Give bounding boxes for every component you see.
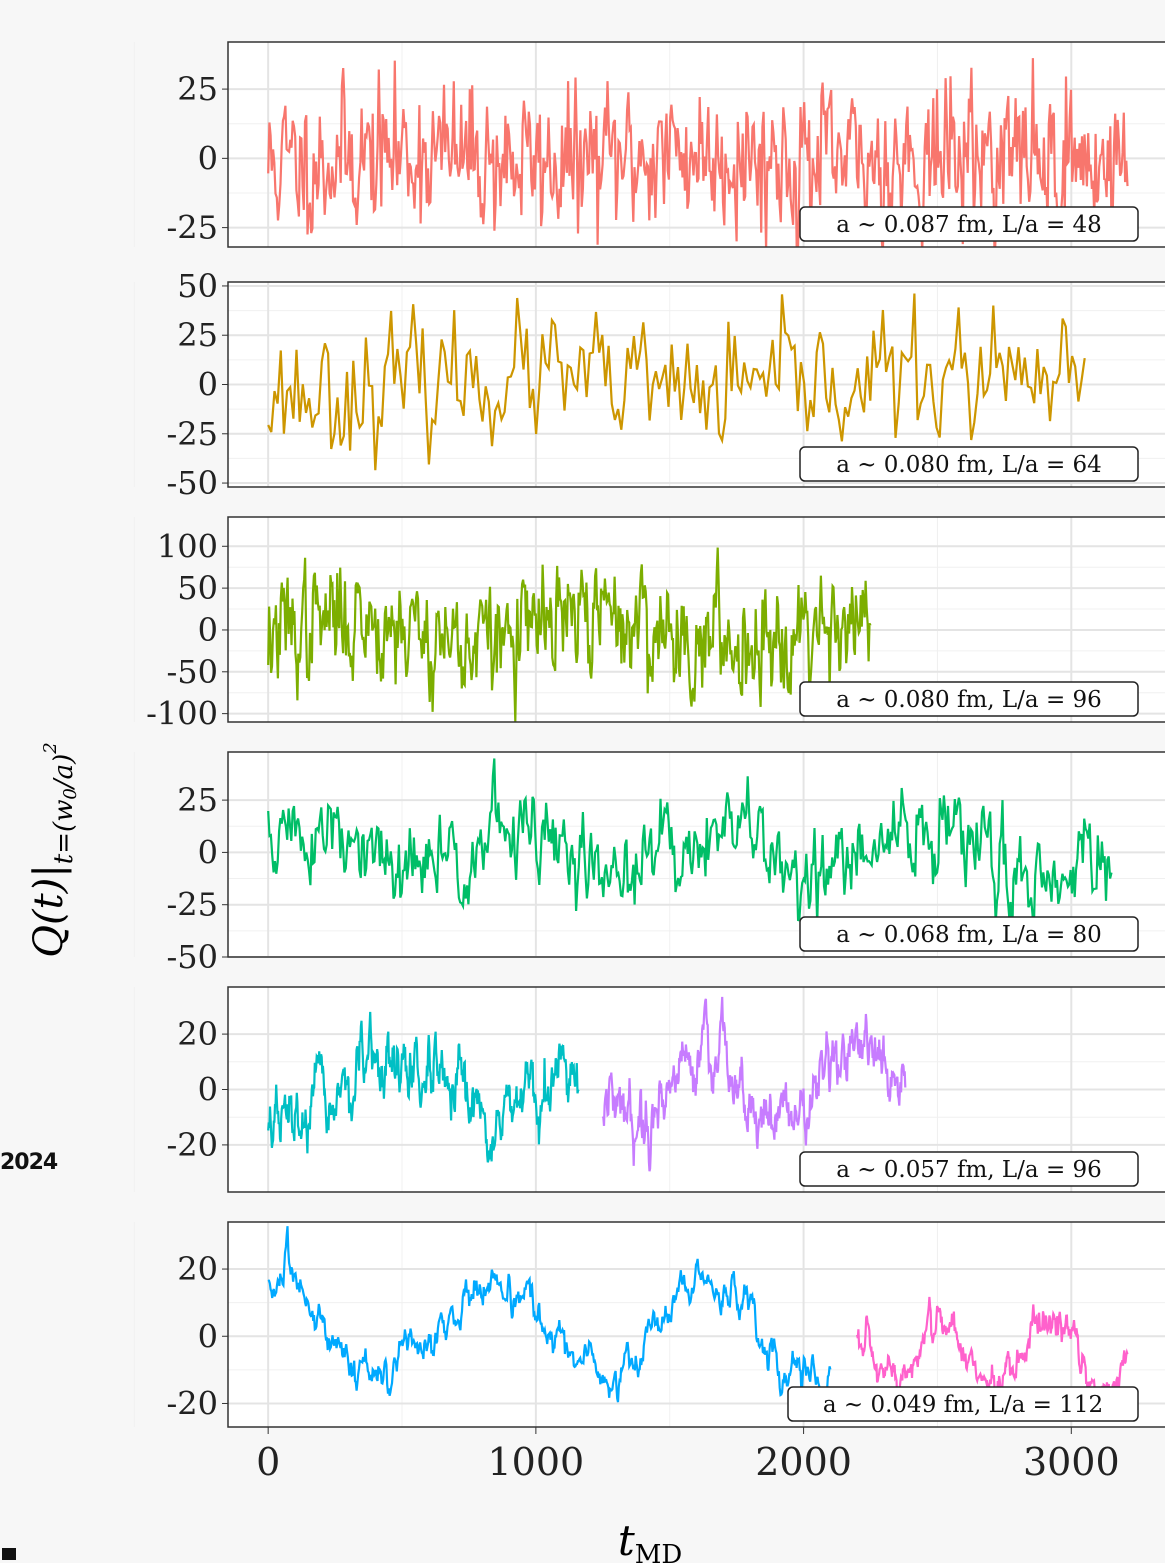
series-line-2 <box>601 996 907 1172</box>
series-line-1 <box>267 547 872 722</box>
x-tick-label: 3000 <box>1023 1440 1120 1484</box>
y-tick-label: 25 <box>177 781 218 819</box>
y-tick-label: -25 <box>166 209 218 247</box>
panel-frame <box>227 751 1165 958</box>
series-line-1 <box>267 293 1086 471</box>
x-axis-label: tMD <box>618 1516 682 1563</box>
y-tick-label: 0 <box>198 611 218 649</box>
panel-frame <box>227 986 1165 1193</box>
panel-frame <box>227 1221 1165 1428</box>
y-tick-label: -50 <box>166 938 218 976</box>
panel-1: -25 0 25 a ~ 0.087 fm, L/a = 48 <box>133 41 1165 248</box>
series-line-1 <box>267 758 1113 950</box>
panel-label: a ~ 0.087 fm, L/a = 48 <box>836 212 1102 238</box>
y-tick-label: 50 <box>177 569 218 607</box>
panel-label: a ~ 0.049 fm, L/a = 112 <box>823 1392 1103 1418</box>
y-tick-label: 20 <box>177 1015 218 1053</box>
y-tick-label: -25 <box>166 886 218 924</box>
y-tick-label: -20 <box>166 1126 218 1164</box>
panel-label-box <box>799 916 1139 952</box>
series-line-2 <box>856 1296 1129 1411</box>
y-tick-label: -20 <box>166 1384 218 1422</box>
panel-label-box <box>799 681 1139 717</box>
y-tick-label: -50 <box>166 464 218 502</box>
panel-6: -20 0 20 a ~ 0.049 fm, L/a = 112 <box>133 1221 1165 1428</box>
panel-3: -100 -50 0 50 100 a ~ 0.080 fm, L/a = 96 <box>133 516 1165 733</box>
y-tick-label: 0 <box>198 1071 218 1109</box>
panel-label-box <box>799 206 1139 242</box>
panel-frame <box>227 516 1165 723</box>
y-tick-label: 0 <box>198 833 218 871</box>
y-tick-label: 20 <box>177 1250 218 1288</box>
watermark-stamp: 2024 <box>0 1150 58 1175</box>
panel-5: -20 0 20 a ~ 0.057 fm, L/a = 96 <box>133 986 1165 1193</box>
x-tick-label: 2000 <box>755 1440 852 1484</box>
y-tick-label: 100 <box>157 527 218 565</box>
panel-label: a ~ 0.080 fm, L/a = 96 <box>836 687 1102 713</box>
panel-2: -50 -25 0 25 50 a ~ 0.080 fm, L/a = 64 <box>133 267 1165 502</box>
panel-label-box <box>787 1386 1139 1422</box>
panel-label: a ~ 0.068 fm, L/a = 80 <box>836 922 1102 948</box>
panel-frame <box>227 41 1165 248</box>
series-line-1 <box>267 1226 832 1406</box>
y-tick-label: 25 <box>177 316 218 354</box>
x-tick-label: 1000 <box>488 1440 585 1484</box>
y-tick-label: 0 <box>198 366 218 404</box>
panel-label: a ~ 0.057 fm, L/a = 96 <box>836 1157 1102 1183</box>
panel-label-box <box>799 1151 1139 1187</box>
y-tick-label: 0 <box>198 139 218 177</box>
series-line-1 <box>267 58 1129 247</box>
panel-4: -50 -25 0 25 a ~ 0.068 fm, L/a = 80 <box>133 751 1165 976</box>
y-axis-label: Q(t)|t=(w0/a)2 <box>26 742 81 958</box>
panel-label-box <box>799 446 1139 482</box>
y-tick-label: -50 <box>166 653 218 691</box>
y-tick-label: 0 <box>198 1317 218 1355</box>
y-tick-label: -100 <box>146 695 218 733</box>
x-tick-label: 0 <box>256 1440 280 1484</box>
y-tick-label: 25 <box>177 70 218 108</box>
y-tick-label: -25 <box>166 415 218 453</box>
series-line-1 <box>267 1011 580 1163</box>
y-tick-label: 50 <box>177 267 218 305</box>
watermark-mark <box>2 1548 16 1560</box>
panel-label: a ~ 0.080 fm, L/a = 64 <box>836 452 1102 478</box>
panel-frame <box>227 281 1165 488</box>
